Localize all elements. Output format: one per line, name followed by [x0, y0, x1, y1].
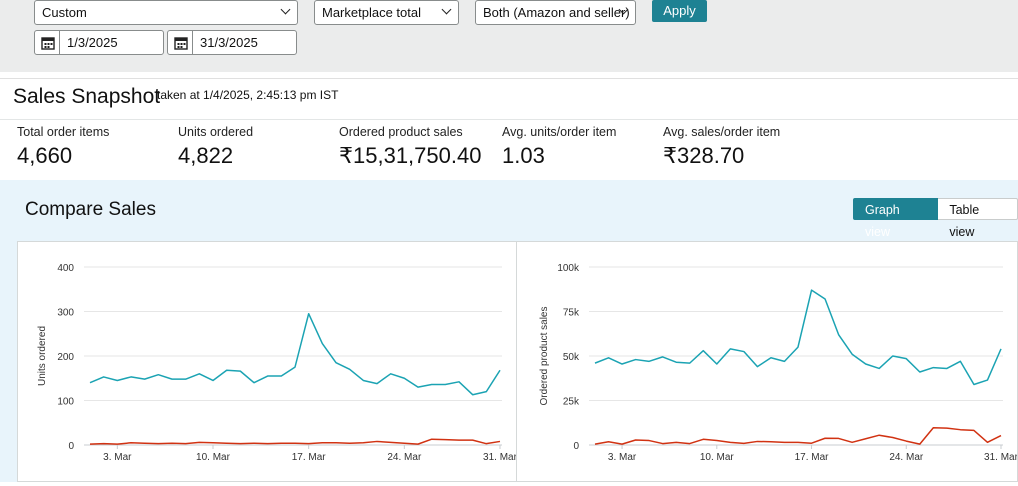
start-date-picker[interactable]: 1/3/2025 [34, 30, 164, 55]
series-line-red [594, 426, 1002, 445]
series-line-teal [594, 289, 1002, 386]
snapshot-timestamp: taken at 1/4/2025, 2:45:13 pm IST [157, 88, 339, 102]
metric-value: 4,822 [178, 143, 234, 168]
metric-label: Units ordered [178, 125, 254, 139]
y-tick-label: 0 [68, 441, 74, 452]
x-tick-label: 10. Mar [700, 452, 735, 463]
end-date-field[interactable]: 31/3/2025 [192, 30, 297, 55]
chevron-down-icon [280, 4, 291, 15]
sales-snapshot-card: Sales Snapshot taken at 1/4/2025, 2:45:1… [0, 78, 1018, 177]
sales-chart-panel: 0 25k 50k 75k 100k 3. Mar 10. Mar 17. Mar 24. Ma… [516, 241, 1018, 482]
units-ordered-chart: 0 100 200 300 400 3. Mar 10. Mar 17. Mar 24. Mar… [37, 263, 518, 463]
metric-value: 1.03 [502, 143, 545, 168]
y-tick-label: 400 [57, 263, 74, 274]
view-toggle: Graph view Table view [853, 198, 1018, 239]
x-tick-label: 17. Mar [292, 452, 327, 463]
fulfillment-select[interactable]: Both (Amazon and seller) [475, 0, 636, 25]
apply-button[interactable]: Apply [652, 0, 707, 22]
snapshot-title: Sales Snapshot [13, 85, 161, 108]
x-tick-label: 24. Mar [387, 452, 422, 463]
scope-select[interactable]: Marketplace total [314, 0, 459, 25]
x-tick-label: 24. Mar [889, 452, 924, 463]
y-tick-label: 50k [563, 352, 580, 363]
scope-select-value: Marketplace total [322, 5, 421, 20]
graph-view-button[interactable]: Graph view [853, 198, 939, 239]
metric-total-order-items: Total order items 4,660 [17, 125, 109, 169]
snapshot-header: Sales Snapshot taken at 1/4/2025, 2:45:1… [0, 79, 1018, 120]
y-tick-label: 200 [57, 352, 74, 363]
x-tick-label: 31. Mar [984, 452, 1017, 463]
fulfillment-select-value: Both (Amazon and seller) [483, 5, 630, 20]
metric-label: Avg. units/order item [502, 125, 617, 139]
x-tick-label: 17. Mar [795, 452, 830, 463]
metric-avg-sales-per-order-item: Avg. sales/order item ₹328.70 [663, 125, 780, 169]
start-date-field[interactable]: 1/3/2025 [59, 30, 164, 55]
end-date-picker[interactable]: 31/3/2025 [167, 30, 297, 55]
metric-label: Total order items [17, 125, 110, 139]
x-tick-label: 3. Mar [103, 452, 132, 463]
units-ordered-chart-panel: 0 100 200 300 400 3. Mar 10. Mar 17. Mar 24. Mar… [17, 241, 518, 482]
y-axis-label: Ordered product sales [539, 307, 550, 406]
calendar-icon[interactable] [34, 30, 60, 55]
y-tick-label: 0 [573, 441, 579, 452]
ordered-product-sales-chart: 0 25k 50k 75k 100k 3. Mar 10. Mar 17. Mar 24. Ma… [539, 263, 1018, 463]
series-line-red [89, 438, 501, 445]
metric-ordered-product-sales: Ordered product sales ₹15,31,750.40 [339, 125, 481, 169]
x-tick-label: 3. Mar [608, 452, 637, 463]
period-select[interactable]: Custom [34, 0, 298, 25]
series-line-teal [89, 312, 501, 396]
metric-label: Ordered product sales [339, 125, 463, 139]
x-tick-label: 10. Mar [196, 452, 231, 463]
filter-bar: Custom Marketplace total Both (Amazon an… [0, 0, 1018, 72]
x-tick-label: 31. Mar [483, 452, 516, 463]
chevron-down-icon [441, 4, 452, 15]
metric-avg-units-per-order-item: Avg. units/order item 1.03 [502, 125, 616, 169]
y-tick-label: 100 [57, 397, 74, 408]
y-tick-label: 75k [563, 308, 580, 319]
metric-value: ₹15,31,750.40 [339, 143, 482, 168]
metric-units-ordered: Units ordered 4,822 [178, 125, 253, 169]
y-tick-label: 300 [57, 308, 74, 319]
y-tick-label: 25k [563, 397, 580, 408]
period-select-value: Custom [42, 5, 87, 20]
metric-label: Avg. sales/order item [663, 125, 781, 139]
metric-value: 4,660 [17, 143, 73, 168]
calendar-icon[interactable] [167, 30, 193, 55]
y-axis-label: Units ordered [37, 326, 48, 386]
compare-sales-title: Compare Sales [25, 199, 156, 220]
metric-value: ₹328.70 [663, 143, 745, 168]
y-tick-label: 100k [557, 263, 580, 274]
table-view-button[interactable]: Table view [938, 198, 1018, 239]
